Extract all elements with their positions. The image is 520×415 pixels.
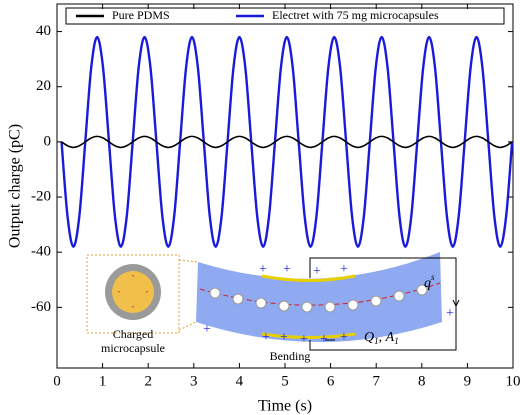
bottom-electrode bbox=[261, 332, 356, 339]
legend-label: Pure PDMS bbox=[112, 8, 170, 22]
svg-text:+: + bbox=[259, 262, 267, 277]
charge-label-base: q bbox=[424, 276, 431, 291]
svg-text:+: + bbox=[340, 330, 348, 345]
circuit bbox=[309, 257, 457, 351]
y-tick-label: 40 bbox=[36, 23, 51, 39]
charge-label-sup: s bbox=[431, 272, 435, 282]
svg-text:+: + bbox=[300, 332, 308, 347]
x-tick-label: 4 bbox=[236, 373, 244, 389]
x-tick-label: 8 bbox=[418, 373, 426, 389]
x-tick-label: 2 bbox=[144, 373, 152, 389]
svg-text:+: + bbox=[283, 262, 291, 277]
x-tick-label: 0 bbox=[53, 373, 61, 389]
svg-text:+: + bbox=[340, 262, 348, 277]
svg-text:-: - bbox=[132, 270, 135, 280]
electrode-label: Q1, A1 bbox=[364, 330, 399, 346]
y-tick-label: 20 bbox=[36, 78, 51, 94]
y-tick-label: -60 bbox=[31, 299, 51, 315]
x-axis-label: Time (s) bbox=[258, 398, 312, 415]
electrode-label-part: 1 bbox=[374, 336, 379, 346]
y-tick-label: 0 bbox=[44, 133, 52, 149]
capsule-core bbox=[112, 271, 154, 313]
y-tick-label: -40 bbox=[31, 244, 51, 260]
zoom-line bbox=[178, 259, 199, 263]
svg-text:+: + bbox=[203, 322, 211, 337]
x-tick-label: 10 bbox=[506, 373, 520, 389]
svg-text:+: + bbox=[262, 330, 270, 345]
x-tick-label: 5 bbox=[281, 373, 289, 389]
electrode-label-part: , bbox=[379, 330, 386, 345]
electret-film bbox=[196, 252, 442, 342]
series-line bbox=[61, 135, 513, 149]
svg-text:-: - bbox=[132, 301, 135, 311]
capsule-charges: - - - - bbox=[118, 270, 149, 311]
capsule-row bbox=[199, 282, 441, 306]
svg-text:+: + bbox=[320, 332, 328, 347]
zoom-line bbox=[178, 321, 197, 331]
x-tick-label: 3 bbox=[190, 373, 198, 389]
annotation: Bending bbox=[270, 349, 311, 363]
arrow bbox=[455, 299, 460, 307]
surface-charges: + + + + + + + + + + + bbox=[203, 262, 454, 347]
y-tick-label: -20 bbox=[31, 188, 51, 204]
svg-text:+: + bbox=[313, 264, 321, 279]
annotation: microcapsule bbox=[101, 341, 165, 355]
capsules bbox=[209, 284, 428, 313]
lines bbox=[60, 35, 514, 248]
annotation: Charged bbox=[113, 327, 153, 341]
legend-label: Electret with 75 mg microcapsules bbox=[272, 8, 439, 22]
charge-label: qs bbox=[424, 272, 435, 291]
series-line bbox=[60, 35, 514, 248]
inset-diagram: - - - - + + + + + + + + ++ + qs Q1, A1 bbox=[86, 252, 460, 363]
svg-text:+: + bbox=[446, 306, 454, 321]
electrode-label-part: A bbox=[385, 330, 395, 345]
x-tick-label: 6 bbox=[327, 373, 335, 389]
electrode-label-part: 1 bbox=[394, 336, 399, 346]
svg-text:-: - bbox=[146, 286, 149, 296]
arrow bbox=[452, 299, 457, 307]
svg-text:-: - bbox=[118, 286, 121, 296]
svg-text:+: + bbox=[280, 330, 288, 345]
top-electrode bbox=[261, 274, 356, 282]
x-tick-label: 7 bbox=[372, 373, 380, 389]
x-tick-label: 1 bbox=[99, 373, 107, 389]
y-axis-label: Output charge (pC) bbox=[7, 124, 24, 248]
electrode-label-part: Q bbox=[364, 330, 374, 345]
x-tick-label: 9 bbox=[464, 373, 472, 389]
